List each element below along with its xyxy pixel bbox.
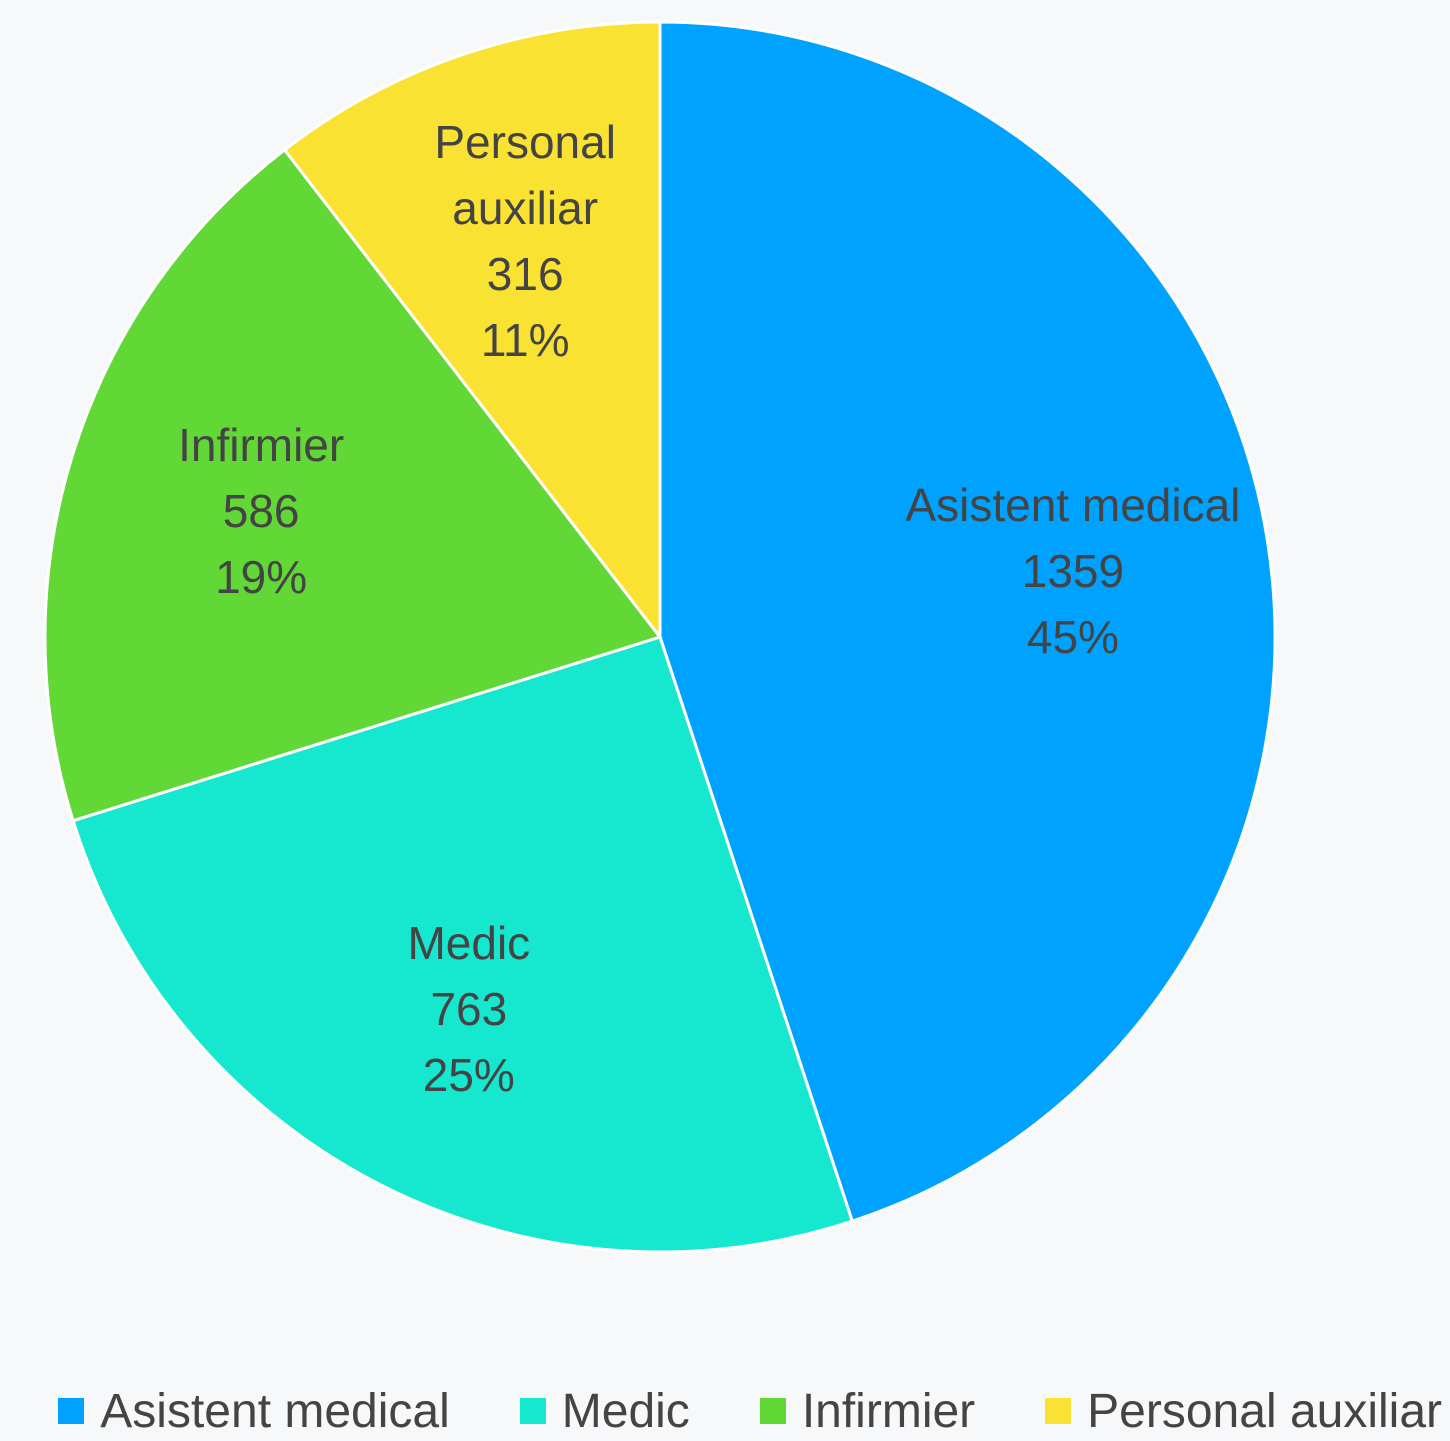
pie-slice bbox=[658, 20, 1277, 1224]
legend-item: Asistent medical bbox=[58, 1384, 450, 1439]
legend-swatch bbox=[1045, 1398, 1072, 1424]
category-label: Medic bbox=[407, 916, 531, 969]
percent-label: 45% bbox=[1026, 610, 1119, 663]
legend-swatch bbox=[58, 1398, 85, 1424]
pie-slice bbox=[71, 635, 855, 1254]
value-label: 763 bbox=[430, 982, 508, 1035]
pie-slice bbox=[282, 20, 662, 642]
slice-label: Infirmier 586 19% bbox=[178, 412, 344, 610]
legend-swatch bbox=[759, 1398, 786, 1424]
category-label: Infirmier bbox=[178, 419, 345, 472]
legend-item: Medic bbox=[519, 1384, 690, 1439]
legend-item: Personal auxiliar bbox=[1045, 1384, 1442, 1439]
category-label: Personal auxiliar bbox=[434, 116, 616, 235]
value-label: 586 bbox=[222, 485, 300, 538]
value-label: 1359 bbox=[1021, 544, 1125, 597]
pie-slice bbox=[43, 147, 663, 823]
legend-label: Personal auxiliar bbox=[1087, 1384, 1442, 1438]
category-label: Asistent medical bbox=[905, 478, 1241, 531]
percent-label: 11% bbox=[480, 314, 570, 367]
legend-label: Infirmier bbox=[801, 1384, 976, 1438]
value-label: 316 bbox=[486, 248, 564, 301]
legend: Asistent medical Medic Infirmier Personal a… bbox=[58, 1381, 1442, 1441]
legend-label: Asistent medical bbox=[100, 1384, 450, 1438]
legend-label: Medic bbox=[561, 1384, 690, 1438]
slice-label: Medic 763 25% bbox=[407, 910, 530, 1108]
percent-label: 25% bbox=[422, 1048, 515, 1101]
slice-label: Personal auxiliar 316 11% bbox=[400, 109, 651, 373]
legend-item: Infirmier bbox=[759, 1384, 976, 1439]
legend-swatch bbox=[519, 1398, 546, 1424]
slice-label: Asistent medical 1359 45% bbox=[905, 472, 1240, 670]
percent-label: 19% bbox=[215, 551, 308, 604]
